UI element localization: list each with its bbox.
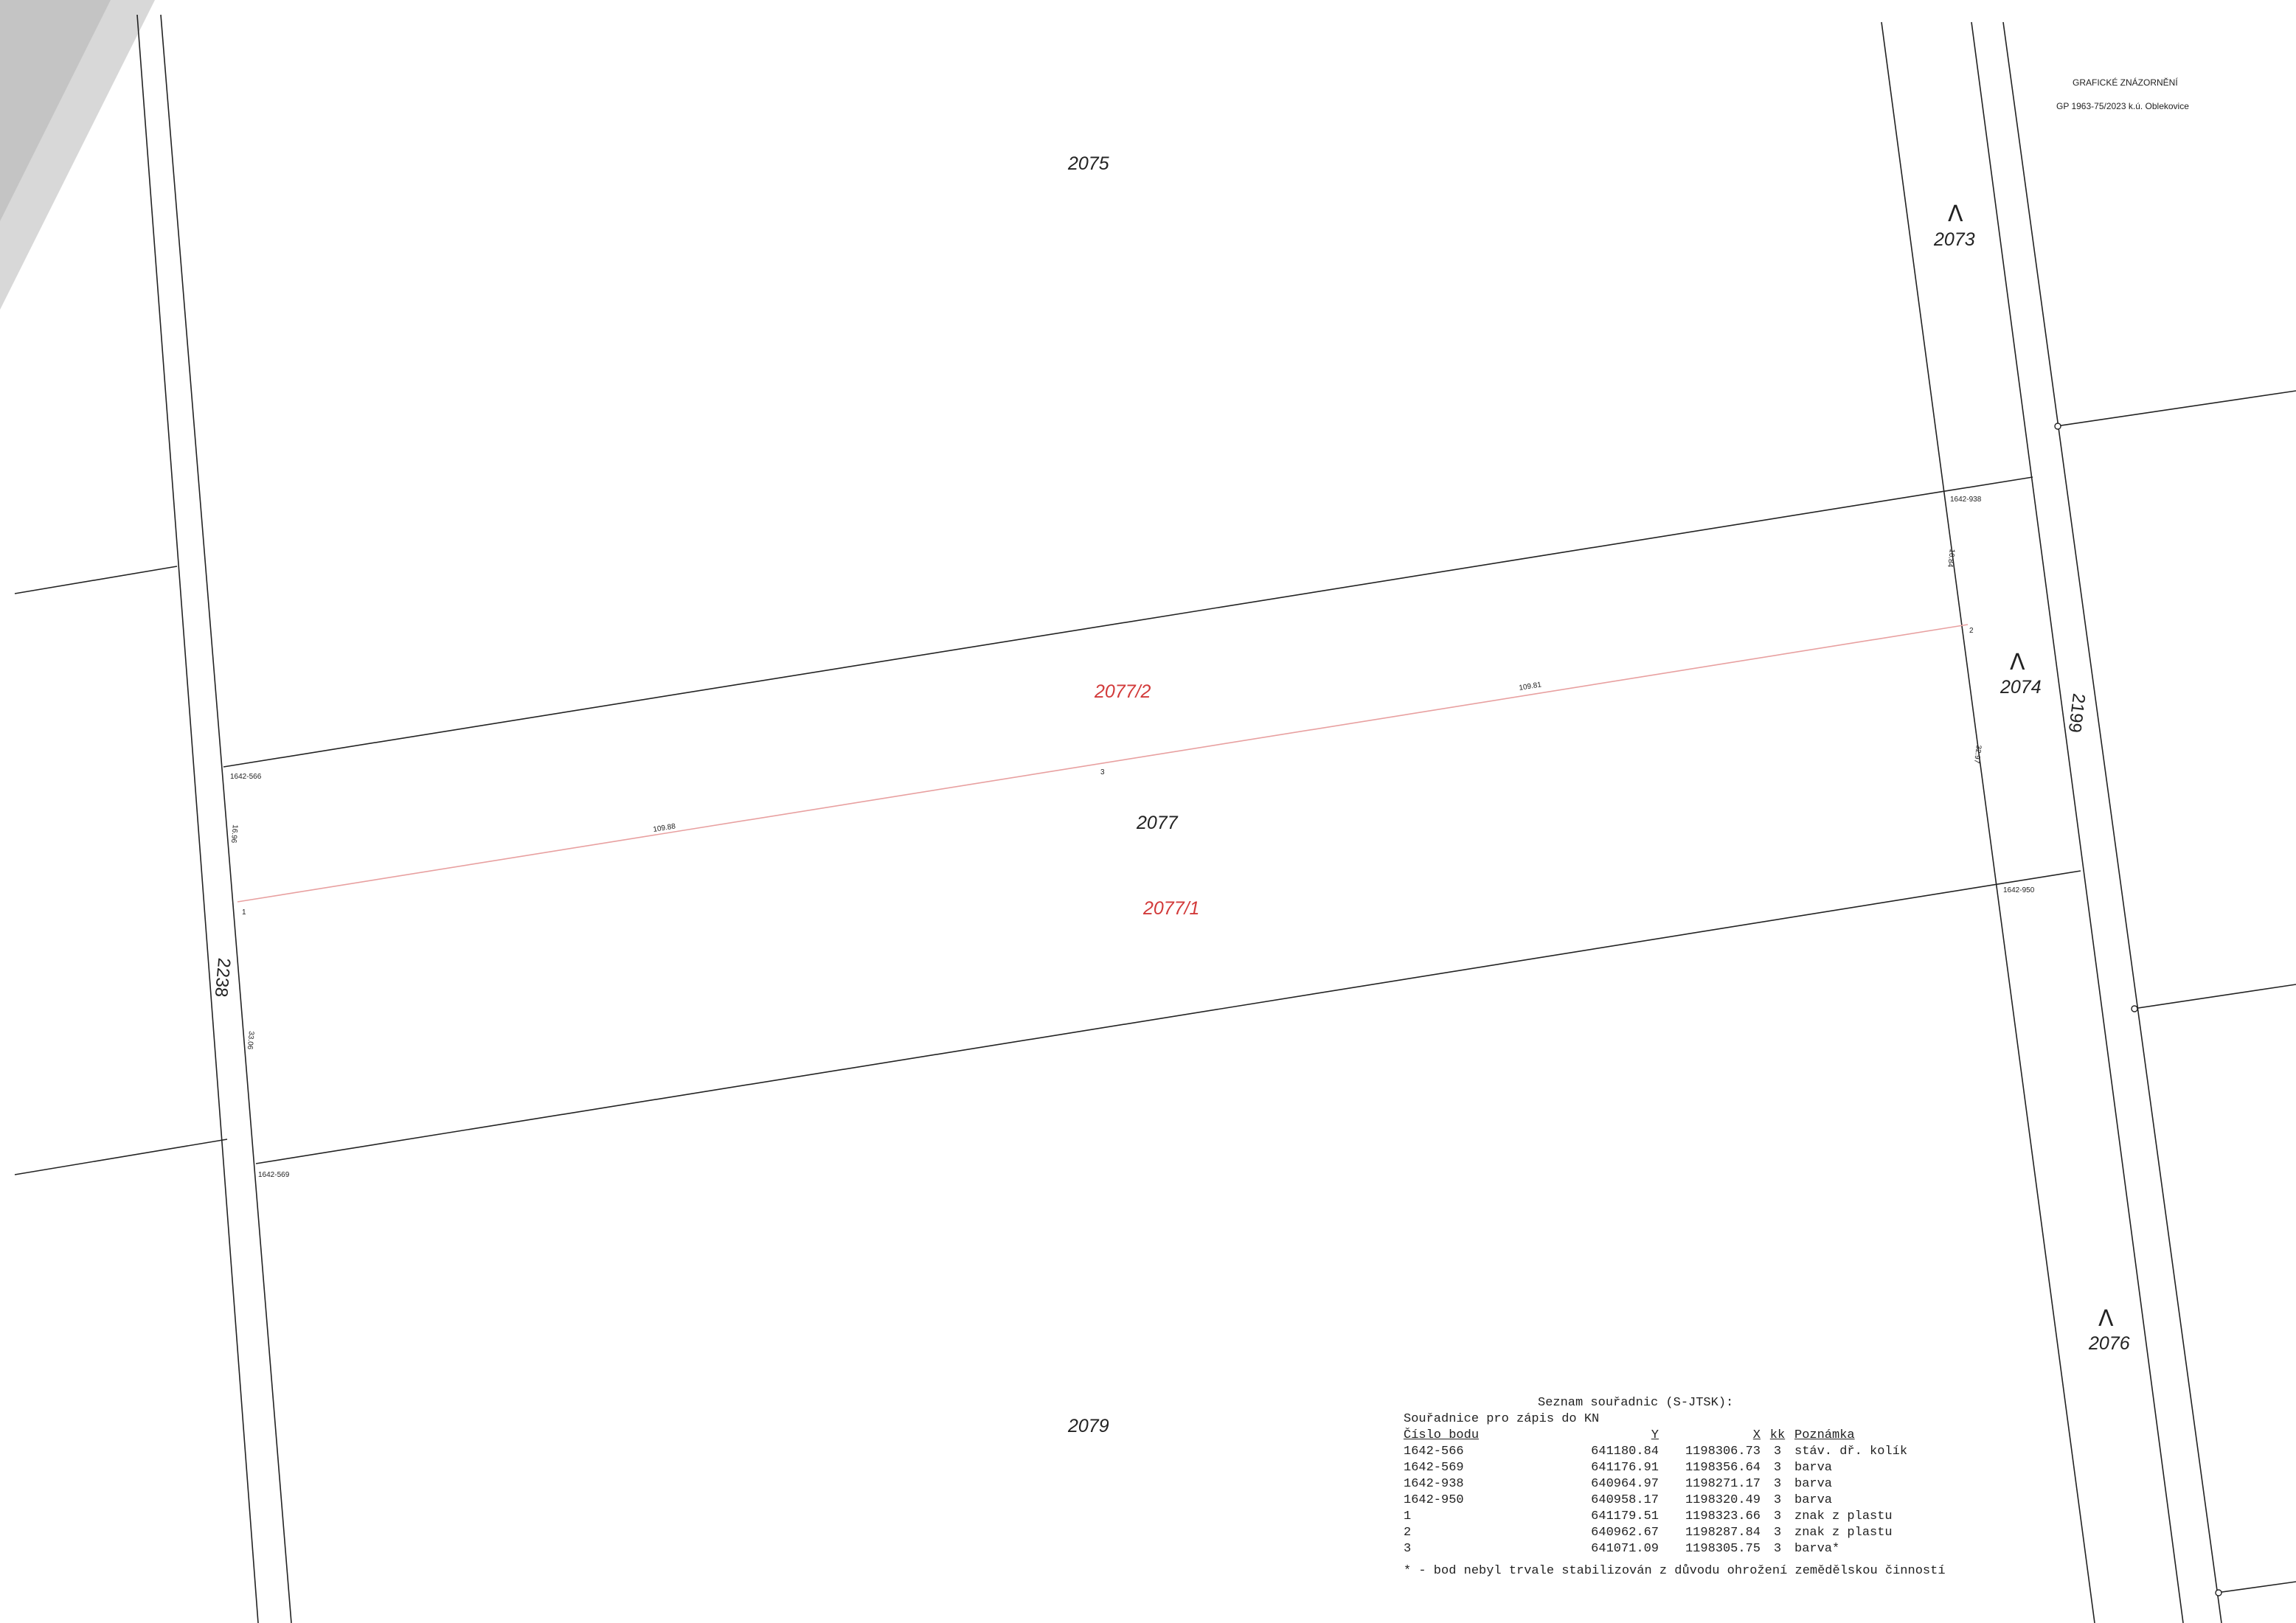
table-cell: 1198271.17: [1685, 1477, 1761, 1491]
point-label-1: 1: [242, 908, 246, 917]
table-cell: 1642-566: [1404, 1445, 1464, 1459]
table-cell: 3: [1773, 1493, 1782, 1507]
table-row: 1642-569 641176.91 1198356.64 3 barva: [1404, 1460, 2067, 1476]
boundary-left-lower: [14, 1139, 228, 1175]
point-label-1642-566: 1642-566: [230, 773, 262, 781]
dimension-label-d1: 109.81: [1519, 681, 1542, 692]
table-cell: znak z plastu: [1794, 1509, 1893, 1523]
table-row: 1642-938 640964.97 1198271.17 3 barva: [1404, 1476, 2067, 1492]
column-header: Poznámka: [1794, 1428, 1855, 1442]
table-cell: 1198287.84: [1685, 1526, 1761, 1540]
boundary-right-upper: [2056, 390, 2296, 427]
column-header: X: [1752, 1428, 1761, 1442]
coordinate-table-header: Číslo bodu Y X kk Poznámka: [1404, 1428, 2067, 1444]
table-row: 1642-566 641180.84 1198306.73 3 stáv. dř. ko…: [1404, 1444, 2067, 1460]
table-cell: 3: [1773, 1477, 1782, 1491]
boundary-right-lower: [2216, 1581, 2296, 1594]
table-row: 2 640962.67 1198287.84 3 znak z plastu: [1404, 1525, 2067, 1541]
parcel-label-2077-1: 2077/1: [1142, 898, 1199, 919]
table-cell: barva: [1794, 1493, 1833, 1507]
point-label-1642-950: 1642-950: [2003, 886, 2035, 894]
column-header: kk: [1769, 1428, 1786, 1442]
table-cell: 3: [1773, 1542, 1782, 1556]
dimension-label-d3: 16.96: [229, 824, 239, 844]
column-header: Y: [1651, 1428, 1659, 1442]
map-subtitle: GP 1963-75/2023 k.ú. Oblekovice: [2056, 101, 2189, 111]
table-cell: stáv. dř. kolík: [1794, 1445, 1908, 1459]
parcel-label-2075: 2075: [1067, 153, 1109, 174]
table-cell: 2: [1404, 1526, 1412, 1540]
boundary-right-middle: [2132, 984, 2296, 1009]
table-cell: 1642-950: [1404, 1493, 1464, 1507]
table-cell: znak z plastu: [1794, 1526, 1893, 1540]
table-cell: 1198320.49: [1685, 1493, 1761, 1507]
parcel-label-2073: 2073: [1933, 229, 1975, 250]
point-label-1642-938: 1642-938: [1950, 496, 1982, 504]
table-cell: 640964.97: [1591, 1477, 1659, 1491]
point-label-3: 3: [1100, 768, 1105, 776]
table-cell: 640962.67: [1591, 1526, 1659, 1540]
point-label-1642-569: 1642-569: [258, 1171, 290, 1179]
north-arrow-2074: Λ: [2010, 650, 2025, 675]
table-row: 3 641071.09 1198305.75 3 barva*: [1404, 1541, 2067, 1557]
street-label-2238: 2238: [211, 957, 235, 998]
parcel-label-2077-2: 2077/2: [1094, 681, 1151, 702]
parcel-2074-edge-left: [1881, 21, 2095, 1623]
table-cell: 3: [1773, 1445, 1782, 1459]
dimension-label-d2: 109.88: [653, 822, 676, 834]
dimension-label-d6: 32.97: [1972, 745, 1983, 765]
coordinate-table-title: Seznam souřadnic (S-JTSK):: [1538, 1396, 1734, 1410]
table-cell: 1: [1404, 1509, 1412, 1523]
coordinate-table: Seznam souřadnic (S-JTSK): Souřadnice pr…: [1404, 1395, 2067, 1579]
table-row: 1 641179.51 1198323.66 3 znak z plastu: [1404, 1509, 2067, 1525]
table-cell: 3: [1773, 1526, 1782, 1540]
table-cell: 641180.84: [1591, 1445, 1659, 1459]
parcel-label-2077: 2077: [1136, 813, 1179, 833]
north-arrow-2076: Λ: [2098, 1306, 2114, 1332]
table-row: 1642-950 640958.17 1198320.49 3 barva: [1404, 1492, 2067, 1509]
table-cell: 1642-569: [1404, 1461, 1464, 1475]
table-cell: 1198356.64: [1685, 1461, 1761, 1475]
boundary-2077-north: [223, 476, 2033, 768]
column-header: Číslo bodu: [1404, 1428, 1480, 1442]
vertex-right-middle: [2131, 1005, 2138, 1012]
table-cell: 1198323.66: [1685, 1509, 1761, 1523]
table-cell: 1198306.73: [1685, 1445, 1761, 1459]
coordinate-table-note: * - bod nebyl trvale stabilizován z důvo…: [1404, 1564, 1946, 1578]
boundary-2077-south: [255, 870, 2081, 1164]
table-cell: 3: [1404, 1542, 1412, 1556]
table-cell: 641176.91: [1591, 1461, 1659, 1475]
parcel-label-2079: 2079: [1067, 1416, 1109, 1436]
table-cell: 1198305.75: [1685, 1542, 1761, 1556]
table-cell: barva: [1794, 1477, 1833, 1491]
table-cell: 640958.17: [1591, 1493, 1659, 1507]
map-title: GRAFICKÉ ZNÁZORNĚNÍ: [2073, 77, 2178, 88]
dimension-label-d4: 33.06: [246, 1031, 255, 1050]
boundary-left-upper: [14, 566, 178, 594]
parcel-label-2074: 2074: [2000, 677, 2042, 698]
coordinate-table-subtitle: Souřadnice pro zápis do KN: [1404, 1412, 1600, 1426]
road-2238-edge-left: [136, 14, 259, 1623]
table-cell: 3: [1773, 1461, 1782, 1475]
street-label-2199: 2199: [2064, 692, 2089, 734]
table-cell: barva*: [1794, 1542, 1840, 1556]
vertex-right-upper: [2054, 423, 2061, 430]
north-arrow-2073: Λ: [1948, 201, 1963, 227]
point-label-2: 2: [1969, 627, 1974, 635]
table-cell: barva: [1794, 1461, 1833, 1475]
dimension-label-d5: 16.84: [1946, 549, 1956, 569]
road-2238-edge-right: [160, 14, 292, 1623]
coordinate-table-rows: 1642-566 641180.84 1198306.73 3 stáv. dř. ko…: [1404, 1444, 2067, 1557]
table-cell: 3: [1773, 1509, 1782, 1523]
road-2199-edge-left: [1971, 21, 2184, 1623]
table-cell: 641179.51: [1591, 1509, 1659, 1523]
division-line-2077: [237, 624, 1969, 903]
road-2199-edge-right: [2002, 21, 2222, 1623]
parcel-label-2076: 2076: [2088, 1333, 2130, 1354]
table-cell: 1642-938: [1404, 1477, 1464, 1491]
table-cell: 641071.09: [1591, 1542, 1659, 1556]
vertex-right-lower: [2215, 1589, 2222, 1596]
paper-fold-shade: [0, 0, 111, 221]
